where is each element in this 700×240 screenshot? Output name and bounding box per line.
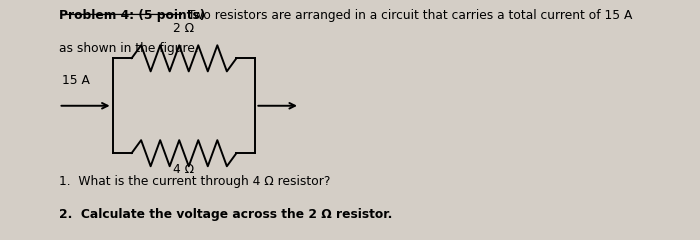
Text: 1.  What is the current through 4 Ω resistor?: 1. What is the current through 4 Ω resis… [59,174,330,188]
Text: as shown in the figure.: as shown in the figure. [59,42,198,55]
Text: 4 Ω: 4 Ω [174,163,195,176]
Text: 15 A: 15 A [62,74,90,87]
Text: 2.  Calculate the voltage across the 2 Ω resistor.: 2. Calculate the voltage across the 2 Ω … [59,208,392,221]
Text: Problem 4: (5 points): Problem 4: (5 points) [59,8,205,22]
Text: 2 Ω: 2 Ω [174,22,195,35]
Text: Two resistors are arranged in a circuit that carries a total current of 15 A: Two resistors are arranged in a circuit … [184,8,633,22]
